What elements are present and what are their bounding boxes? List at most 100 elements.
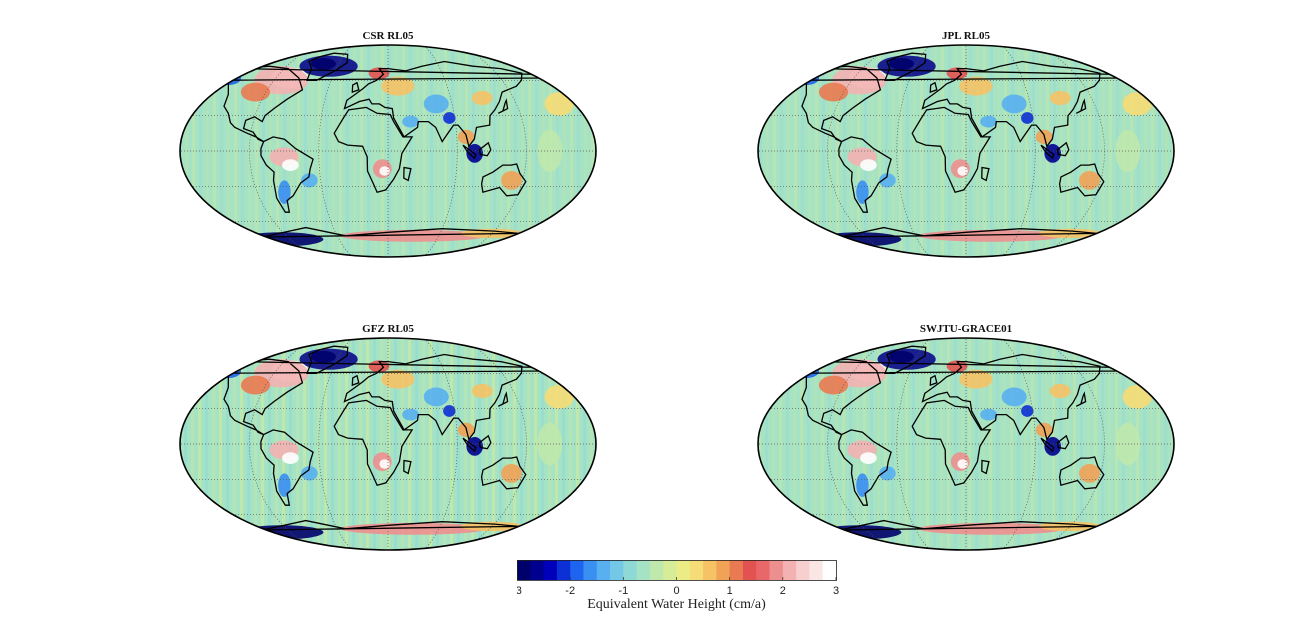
colorbar-swatch [530, 560, 545, 580]
anomaly-patch [1021, 405, 1034, 417]
map-panel-gfz [179, 337, 597, 551]
colorbar-frame [517, 560, 837, 581]
anomaly-patch [282, 159, 299, 171]
anomaly-patch [443, 112, 456, 124]
longitude-line [826, 338, 893, 550]
anomaly-patch [957, 166, 968, 176]
anomaly-patch [818, 232, 902, 247]
map-panel-csr [179, 44, 597, 258]
colorbar-swatch [676, 560, 691, 580]
anomaly-patch [879, 173, 896, 188]
coastline-eurasia [921, 60, 1101, 148]
anomaly-patch [980, 408, 997, 421]
coastline-africa [333, 399, 414, 486]
anomaly-patch [946, 67, 968, 80]
longitude-line [248, 338, 315, 550]
colorbar-swatch [729, 560, 744, 580]
colorbar-tick-label: -2 [565, 585, 575, 597]
anomaly-patch [980, 115, 997, 128]
colorbar-swatch [742, 560, 757, 580]
anomaly-patch [537, 422, 563, 466]
panel-title-gfz: GFZ RL05 [362, 323, 414, 335]
coastline-japan [497, 391, 509, 407]
colorbar-swatch [543, 560, 558, 580]
coastline-sumatra [1040, 437, 1055, 453]
anomaly-patch [537, 129, 563, 173]
coastline-southAmerica [838, 136, 892, 213]
colorbar-tick-label: 2 [780, 585, 786, 597]
coastline-borneo [478, 434, 492, 450]
anomaly-patch [888, 57, 914, 70]
anomaly-patch [818, 82, 849, 102]
coastline-africa [911, 106, 992, 193]
coastline-northAmerica [216, 65, 545, 143]
coastline-eurasia [343, 60, 523, 148]
coastline-greenland [306, 52, 349, 81]
coastline-northAmerica [216, 358, 545, 436]
coastline-southAmerica [260, 429, 314, 506]
anomaly-patch [240, 525, 324, 540]
panel-title-csr: CSR RL05 [362, 30, 414, 42]
coastline-northAmerica [794, 358, 1123, 436]
longitude-line [461, 338, 528, 550]
anomaly-patch [443, 405, 456, 417]
colorbar-swatch [716, 560, 731, 580]
anomaly-patch [423, 94, 449, 114]
colorbar-swatch [570, 560, 584, 580]
anomaly-patch [402, 408, 419, 421]
colorbar-label: Equivalent Water Height (cm/a) [587, 597, 766, 612]
coastline-sumatra [462, 437, 477, 453]
coastline-borneo [1056, 434, 1070, 450]
colorbar-swatch [596, 560, 611, 580]
coastline-sumatra [462, 144, 477, 160]
anomaly-patch [1001, 387, 1027, 407]
anomaly-patch [860, 452, 877, 464]
longitude-line [1039, 338, 1106, 550]
coastline-australia [1058, 456, 1105, 490]
anomaly-patch [423, 387, 449, 407]
coastline-australia [480, 456, 527, 490]
coastline-southAmerica [260, 136, 314, 213]
anomaly-patch [402, 115, 419, 128]
panel-title-jpl: JPL RL05 [942, 30, 990, 42]
anomaly-patch [1079, 171, 1100, 190]
anomaly-patch [879, 466, 896, 481]
anomaly-patch [959, 76, 993, 96]
panel-title-swjtu: SWJTU-GRACE01 [919, 323, 1013, 335]
colorbar-swatch [649, 560, 664, 580]
colorbar-swatch [689, 560, 704, 580]
anomaly-patch [1049, 90, 1071, 106]
colorbar-swatch [782, 560, 797, 580]
coastline-northAmerica [794, 65, 1123, 143]
colorbar-swatch [756, 560, 771, 580]
anomaly-patch [301, 466, 318, 481]
anomaly-patch [818, 525, 902, 540]
coastline-uk [929, 374, 938, 387]
anomaly-patch [1079, 464, 1100, 483]
map-frame [179, 337, 597, 551]
anomaly-patch [368, 67, 390, 80]
coastline-eurasia [343, 353, 523, 441]
colorbar-swatch [769, 560, 784, 580]
anomaly-patch [1021, 112, 1034, 124]
anomaly-patch [379, 166, 390, 176]
coastline-borneo [478, 141, 492, 157]
anomaly-patch [1122, 385, 1152, 409]
anomaly-patch [301, 173, 318, 188]
coastline-madagascar [981, 459, 990, 475]
anomaly-patch [1115, 129, 1141, 173]
coastline-greenland [306, 345, 349, 374]
coastline-greenland [884, 52, 927, 81]
anomaly-patch [379, 459, 390, 469]
colorbar-tick-label: -1 [618, 585, 628, 597]
anomaly-patch [240, 82, 271, 102]
map-frame [757, 337, 1175, 551]
anomaly-patch [1115, 422, 1141, 466]
colorbar-swatch [703, 560, 717, 580]
coastline-sumatra [1040, 144, 1055, 160]
colorbar-swatch [583, 560, 598, 580]
anomaly-patch [310, 57, 336, 70]
anomaly-patch [856, 180, 869, 204]
coastline-australia [1058, 163, 1105, 197]
anomaly-patch [471, 90, 493, 106]
